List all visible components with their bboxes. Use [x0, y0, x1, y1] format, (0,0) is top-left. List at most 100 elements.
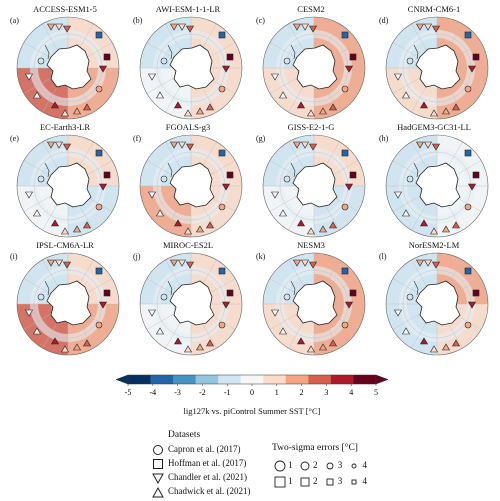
map-panel: AWI-ESM-1-1-LR (b)	[129, 0, 247, 120]
antarctica-outline	[292, 280, 338, 326]
sigma-legend-title: Two-sigma errors [°C]	[272, 443, 358, 453]
proxy-triangle-down-marker	[300, 23, 310, 31]
proxy-triangle-up-marker	[306, 227, 316, 235]
map-border	[16, 252, 120, 356]
map-panel: GISS-E2-1-G (g)	[252, 118, 370, 238]
polar-map	[16, 134, 120, 238]
panel-letter: (k)	[256, 252, 266, 261]
sigma-value: 2	[313, 476, 318, 487]
colorbar-tick-label: -1	[224, 388, 231, 397]
proxy-triangle-down-marker	[300, 259, 310, 267]
sigma-value: 1	[288, 460, 293, 471]
panel-letter: (b)	[133, 16, 143, 25]
colorbar-high-arrow	[375, 374, 389, 385]
colorbar-label: lig127k vs. piControl Summer SST [°C]	[183, 406, 321, 416]
proxy-triangle-up-marker	[419, 219, 429, 227]
sigma-circle-icon	[351, 463, 357, 469]
antarctica-outline	[169, 44, 215, 90]
colorbar-tick-label: -3	[174, 388, 181, 397]
map-panel: ACCESS-ESM1-5 (a)	[6, 0, 124, 120]
proxy-triangle-down-marker	[177, 259, 187, 267]
proxy-square-marker	[218, 267, 226, 275]
colorbar-segment	[330, 375, 354, 384]
proxy-square-marker	[472, 53, 480, 61]
proxy-circle-marker	[160, 57, 168, 65]
proxy-triangle-down-marker	[185, 25, 195, 33]
legend-triangle-down-icon	[152, 473, 164, 485]
proxy-square-marker	[464, 31, 472, 39]
map-panel: HadGEM3-GC31-LL (h)	[375, 118, 493, 238]
proxy-triangle-down-marker	[54, 259, 64, 267]
panel-title: NorESM2-LM	[408, 240, 460, 250]
proxy-circle-marker	[160, 293, 168, 301]
panel-title: IPSL-CM6A-LR	[36, 240, 94, 250]
proxy-triangle-down-marker	[54, 141, 64, 149]
proxy-square-marker	[341, 31, 349, 39]
proxy-triangle-up-marker	[318, 225, 328, 233]
proxy-triangle-down-marker	[467, 183, 477, 191]
map-border	[139, 134, 243, 238]
panel-letter: (e)	[10, 134, 19, 143]
sigma-value: 2	[313, 460, 318, 471]
proxy-triangle-down-marker	[292, 23, 302, 31]
antarctica-outline	[169, 280, 215, 326]
proxy-triangle-up-marker	[441, 225, 451, 233]
proxy-triangle-down-marker	[308, 143, 318, 151]
proxy-triangle-up-marker	[328, 339, 338, 347]
panel-letter: (l)	[379, 252, 387, 261]
proxy-triangle-up-marker	[318, 107, 328, 115]
colorbar-tick-label: -4	[149, 388, 156, 397]
proxy-circle-marker	[218, 85, 226, 93]
polar-map	[262, 16, 366, 120]
proxy-triangle-up-marker	[72, 225, 82, 233]
proxy-triangle-up-marker	[173, 101, 183, 109]
proxy-triangle-down-marker	[46, 141, 56, 149]
proxy-square-marker	[103, 53, 111, 61]
proxy-triangle-up-marker	[296, 101, 306, 109]
colorbar-tick-label: 3	[324, 388, 328, 397]
proxy-triangle-down-marker	[24, 191, 34, 199]
peninsula-outline	[413, 280, 419, 296]
peninsula-outline	[167, 280, 173, 296]
proxy-triangle-down-marker	[415, 259, 425, 267]
proxy-square-marker	[95, 267, 103, 275]
antarctica-outline	[46, 162, 92, 208]
proxy-triangle-down-marker	[308, 25, 318, 33]
proxy-triangle-down-marker	[292, 259, 302, 267]
sigma-value: 1	[288, 476, 293, 487]
proxy-triangle-up-marker	[60, 109, 70, 117]
sigma-value: 3	[337, 460, 343, 471]
map-border	[262, 252, 366, 356]
panel-title: EC-Earth3-LR	[39, 122, 91, 132]
map-border	[262, 16, 366, 120]
colorbar-tick-label: 0	[250, 388, 254, 397]
proxy-triangle-down-marker	[344, 183, 354, 191]
proxy-triangle-down-marker	[24, 309, 34, 317]
proxy-triangle-up-marker	[318, 343, 328, 351]
proxy-square-marker	[341, 267, 349, 275]
proxy-square-marker	[103, 289, 111, 297]
proxy-triangle-up-marker	[451, 221, 461, 229]
proxy-circle-marker	[37, 175, 45, 183]
panel-letter: (a)	[10, 16, 19, 25]
legend-square-icon	[153, 459, 163, 469]
proxy-triangle-down-marker	[300, 141, 310, 149]
proxy-square-marker	[349, 171, 357, 179]
sigma-square-icon	[326, 478, 333, 486]
peninsula-outline	[167, 44, 173, 60]
colorbar-segment	[150, 375, 174, 384]
proxy-triangle-up-marker	[82, 103, 92, 111]
polar-map	[262, 252, 366, 356]
map-border	[16, 16, 120, 120]
proxy-triangle-up-marker	[32, 209, 42, 217]
legend-circle-icon	[153, 445, 163, 455]
proxy-circle-marker	[341, 203, 349, 211]
colorbar-tick-label: -5	[125, 388, 132, 397]
proxy-triangle-up-marker	[328, 103, 338, 111]
polar-map	[385, 16, 489, 120]
panel-letter: (g)	[256, 134, 266, 143]
proxy-triangle-down-marker	[393, 309, 403, 317]
proxy-triangle-up-marker	[60, 345, 70, 353]
map-panel: CNRM-CM6-1 (d)	[375, 0, 493, 120]
proxy-triangle-down-marker	[292, 141, 302, 149]
